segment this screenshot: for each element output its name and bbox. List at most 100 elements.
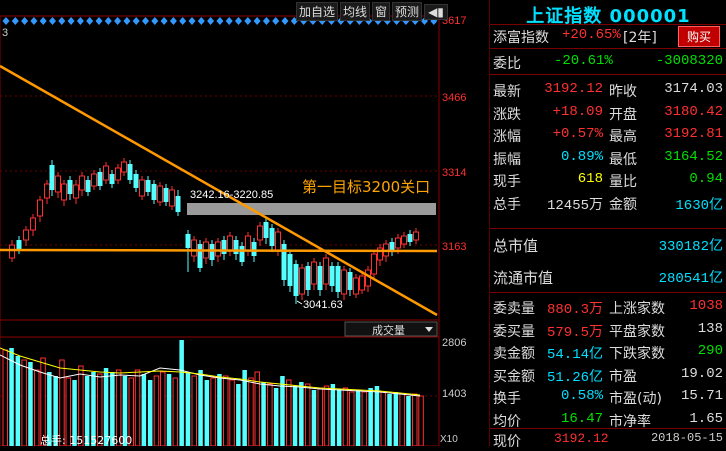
volume-bar xyxy=(418,395,424,447)
signal-diamond xyxy=(30,17,38,25)
forecast-button[interactable]: 预测 xyxy=(392,2,423,21)
volume-bar xyxy=(374,386,380,446)
signal-diamond xyxy=(179,17,187,25)
candle-body xyxy=(16,240,22,250)
candle-body xyxy=(293,264,299,296)
candle-body xyxy=(61,183,67,201)
candle-body xyxy=(239,246,245,262)
signal-diamond xyxy=(114,17,122,25)
row-label-2: 市盈 xyxy=(609,368,637,385)
volume-bar xyxy=(267,383,273,447)
candle-body xyxy=(121,161,127,173)
add-watch-button[interactable]: 加自选 xyxy=(296,2,339,21)
volume-bar xyxy=(72,380,77,446)
volume-bar xyxy=(172,377,179,447)
volume-bar xyxy=(147,380,153,446)
resistance-band xyxy=(187,203,436,215)
row-value: 3192.12 xyxy=(544,81,603,97)
weibi-row: 委比 -20.61% -3008320 xyxy=(490,50,726,73)
candle-body xyxy=(311,261,317,285)
row-value-2: 1038 xyxy=(689,298,723,314)
quote-row: 现手 618 量比 0.94 xyxy=(490,168,726,191)
buy-button[interactable]: 购买 xyxy=(677,26,720,47)
candle-body xyxy=(389,242,395,250)
volume-bar xyxy=(387,394,392,446)
volume-bar xyxy=(91,372,96,446)
price-tick: 3163 xyxy=(442,241,466,253)
candle-body xyxy=(395,237,401,249)
signal-diamond xyxy=(11,17,19,25)
row-label-2: 最高 xyxy=(609,129,637,145)
kline-svg[interactable]: 3242.16-3220.85 第一目标3200关口 3041.63 3 361… xyxy=(0,0,489,447)
divider xyxy=(490,428,726,429)
candle-body xyxy=(281,244,287,280)
candle-body xyxy=(145,180,151,192)
signal-diamond xyxy=(2,17,10,25)
window-button[interactable]: 窗 xyxy=(372,2,391,21)
row-value: 880.3万 xyxy=(546,302,603,318)
candle-body xyxy=(215,241,221,257)
candle-body xyxy=(359,275,365,291)
price-tick: 3466 xyxy=(442,92,466,104)
candle-body xyxy=(233,240,239,254)
row-label: 委买量 xyxy=(493,323,535,340)
candle-body xyxy=(221,240,227,254)
candle-body xyxy=(73,184,79,199)
signal-diamond xyxy=(67,17,75,25)
candle-body xyxy=(353,277,359,295)
signal-diamond xyxy=(225,17,233,25)
row-label-2: 金额 xyxy=(609,196,637,213)
quote-row: 买金额 51.26亿 市盈 19.02 xyxy=(490,363,726,386)
row-label: 振幅 xyxy=(493,151,521,168)
candle-body xyxy=(407,234,413,242)
volume-bar xyxy=(34,369,40,447)
candle-body xyxy=(275,231,281,251)
quote-row: 委买量 579.5万 平盘家数 138 xyxy=(490,318,726,341)
row-label: 总手 xyxy=(493,196,521,213)
volume-bar xyxy=(166,374,172,446)
candle-body xyxy=(323,257,329,285)
row-value-2: 0.94 xyxy=(689,171,723,187)
volume-selector[interactable] xyxy=(344,321,438,337)
signal-diamond xyxy=(123,17,131,25)
row-label: 均价 xyxy=(493,413,521,430)
chevron-down-icon[interactable] xyxy=(425,327,433,332)
volume-tick: 1403 xyxy=(442,388,466,400)
row-value: 54.14亿 xyxy=(546,347,603,363)
signal-diamond xyxy=(104,17,112,25)
quote-row: 涨幅 +0.57% 最高 3192.81 xyxy=(490,123,726,146)
candle-body xyxy=(139,179,145,197)
quote-row: 涨跌 +18.09 开盘 3180.42 xyxy=(490,101,726,124)
row-value: 16.47 xyxy=(560,410,603,427)
row-label-2: 上涨家数 xyxy=(609,301,665,317)
bottom-price: 3192.12 xyxy=(554,431,609,446)
volume-bar xyxy=(393,392,399,446)
row-value-2: 1630亿 xyxy=(675,197,723,214)
candle-body xyxy=(299,267,305,295)
volume-bar xyxy=(204,380,210,446)
volume-bar xyxy=(349,391,355,447)
row-label-2: 下跌家数 xyxy=(609,346,665,362)
volume-bar xyxy=(217,374,222,446)
signal-diamond xyxy=(253,17,261,25)
volume-bar xyxy=(361,391,368,447)
volume-bar xyxy=(242,370,247,446)
volume-bar xyxy=(223,375,229,447)
candle-body xyxy=(103,165,109,181)
kline-chart[interactable]: 3242.16-3220.85 第一目标3200关口 3041.63 3 361… xyxy=(0,0,489,447)
low-label: 3041.63 xyxy=(303,299,343,311)
candle-body xyxy=(97,172,103,186)
ma-line-button[interactable]: 均线 xyxy=(340,2,371,21)
candle-body xyxy=(55,175,61,193)
volume-bar xyxy=(304,383,311,447)
volume-bar xyxy=(406,396,411,446)
volume-ma10 xyxy=(0,347,421,396)
candle-body xyxy=(127,164,133,180)
divider xyxy=(490,228,726,229)
volume-bar xyxy=(141,374,147,446)
candle-body xyxy=(347,272,353,290)
more-icon[interactable]: ◀▮ xyxy=(424,4,448,20)
price-tick: 3314 xyxy=(442,167,466,179)
quote-row: 振幅 0.89% 最低 3164.52 xyxy=(490,146,726,169)
volume-bar xyxy=(103,368,109,446)
